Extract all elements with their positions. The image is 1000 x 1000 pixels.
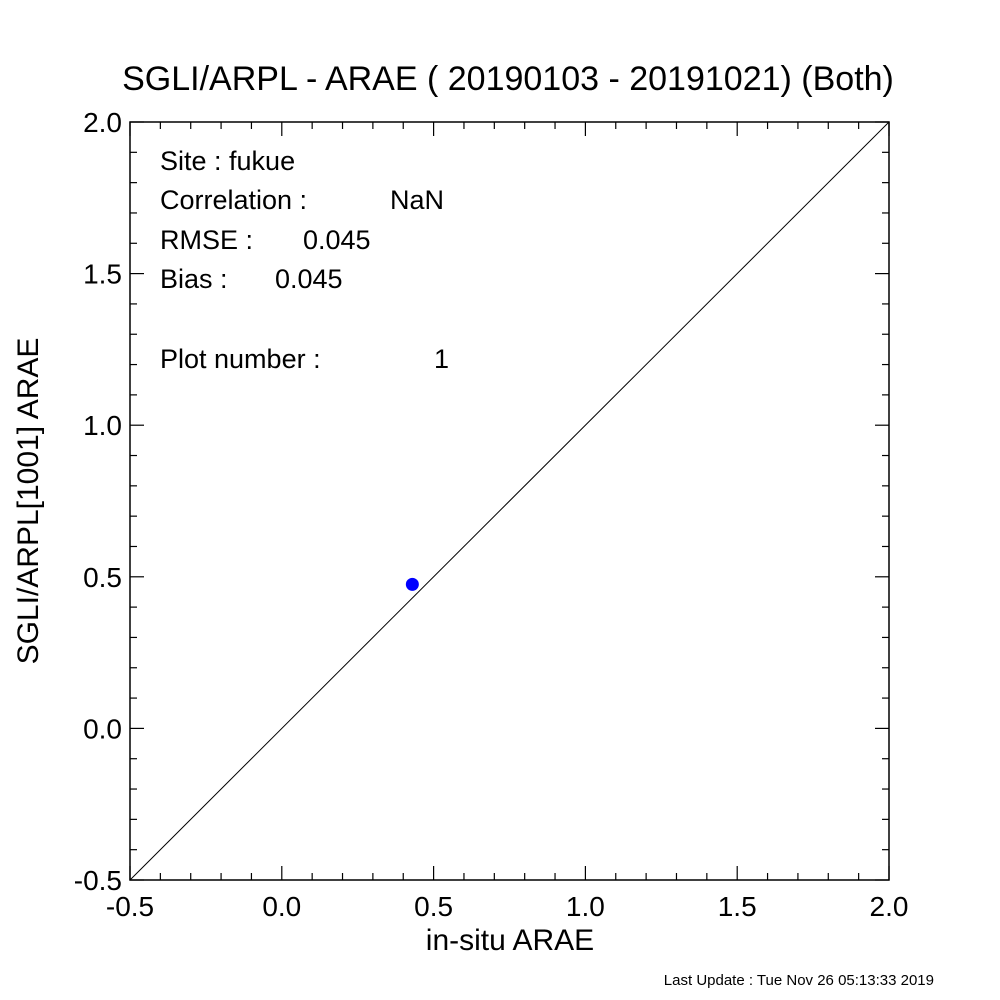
bias-value: 0.045 bbox=[275, 264, 343, 294]
x-tick-label: 1.0 bbox=[566, 891, 605, 922]
x-axis-label: in-situ ARAE bbox=[426, 924, 594, 957]
axis-ticks bbox=[129, 121, 890, 881]
y-tick-label: 2.0 bbox=[83, 107, 122, 138]
y-tick-label: 1.5 bbox=[83, 259, 122, 290]
y-tick-label: 1.0 bbox=[83, 410, 122, 441]
y-tick-labels: -0.5 0.0 0.5 1.0 1.5 2.0 bbox=[74, 107, 122, 896]
data-point bbox=[405, 577, 419, 591]
x-tick-label: 0.5 bbox=[414, 891, 453, 922]
last-update: Last Update : Tue Nov 26 05:13:33 2019 bbox=[664, 972, 934, 989]
y-tick-label: 0.0 bbox=[83, 713, 122, 744]
rmse-value: 0.045 bbox=[303, 225, 371, 255]
x-tick-label: 2.0 bbox=[870, 891, 909, 922]
correlation-label: Correlation : bbox=[160, 185, 307, 215]
x-tick-label: -0.5 bbox=[106, 891, 154, 922]
rmse-label: RMSE : bbox=[160, 225, 253, 255]
y-tick-label: -0.5 bbox=[74, 865, 122, 896]
x-tick-label: 1.5 bbox=[718, 891, 757, 922]
chart-title: SGLI/ARPL - ARAE ( 20190103 - 20191021) … bbox=[122, 60, 894, 98]
x-tick-labels: -0.5 0.0 0.5 1.0 1.5 2.0 bbox=[106, 891, 909, 922]
data-points bbox=[405, 577, 419, 591]
correlation-value: NaN bbox=[390, 185, 444, 215]
plot-frame bbox=[129, 121, 890, 881]
plot-number-value: 1 bbox=[434, 344, 449, 374]
plot-number-label: Plot number : bbox=[160, 344, 321, 374]
x-tick-label: 0.0 bbox=[262, 891, 301, 922]
bias-label: Bias : bbox=[160, 264, 228, 294]
site-label: Site : fukue bbox=[160, 146, 295, 176]
one-to-one-line bbox=[129, 121, 890, 881]
y-tick-label: 0.5 bbox=[83, 562, 122, 593]
y-axis-label: SGLI/ARPL[1001] ARAE bbox=[12, 338, 45, 665]
